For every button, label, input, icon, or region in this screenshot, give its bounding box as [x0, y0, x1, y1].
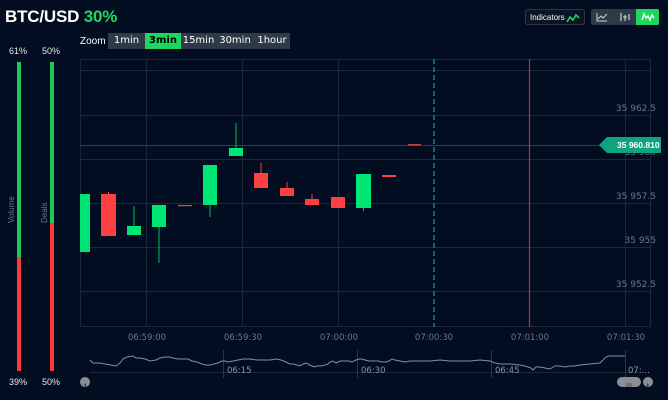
chart-type-line[interactable]	[591, 9, 614, 25]
chart-type-selector	[591, 9, 659, 25]
candle	[203, 165, 217, 205]
navigator-scroll-right-button[interactable]	[643, 377, 653, 387]
y-tick-label: 35 957.5	[615, 192, 656, 202]
line-chart-icon	[596, 13, 608, 22]
x-tick-label: 07:01:00	[510, 333, 550, 343]
zoom-30min-button[interactable]: 30min	[219, 35, 251, 46]
navigator-label: 06:15	[227, 366, 252, 376]
candle	[408, 144, 421, 146]
navigator-scroll-handle[interactable]	[617, 377, 641, 387]
navigator-gridlines	[223, 350, 626, 378]
volume-bar	[17, 62, 21, 371]
candle	[305, 199, 319, 205]
chevron-left-icon	[84, 383, 86, 387]
grip-icon	[626, 383, 632, 387]
chart-type-candles[interactable]	[636, 9, 659, 25]
indicators-label: Indicators	[530, 12, 565, 22]
candle	[356, 174, 371, 208]
chart-frame	[80, 59, 651, 327]
navigator-series	[89, 355, 625, 371]
deals-sell-segment	[50, 223, 54, 371]
y-tick-label: 35 962.5	[615, 104, 656, 114]
volume-sell-segment	[17, 257, 21, 371]
zoom-15min-button[interactable]: 15min	[182, 35, 215, 46]
asset-title: BTC/USD 30%	[5, 7, 117, 27]
x-tick-label: 07:00:00	[319, 333, 359, 343]
candles	[80, 123, 421, 263]
deals-buy-segment	[50, 62, 54, 223]
y-tick-label: 35 955	[624, 236, 657, 246]
chevron-right-icon	[647, 383, 649, 387]
asset-pair: BTC/USD	[5, 7, 80, 26]
deals-buy-percent: 50%	[42, 46, 61, 56]
navigator-scroll-left-button[interactable]	[80, 377, 90, 387]
payout-percent: 30%	[83, 7, 118, 26]
bar-ohlc-icon	[620, 13, 630, 21]
candle	[178, 205, 192, 207]
zoom-selector: 1min 3min 15min 30min 1hour	[108, 33, 290, 49]
candle	[80, 194, 90, 252]
volume-sell-percent: 39%	[9, 377, 28, 387]
candle	[127, 226, 141, 235]
volume-buy-segment	[17, 62, 21, 257]
deals-bar	[50, 62, 54, 371]
zoom-3min-button[interactable]: 3min	[145, 33, 181, 49]
indicators-button[interactable]: Indicators	[525, 9, 585, 25]
candle	[254, 173, 268, 188]
current-price-tag: 35 960.810	[599, 137, 661, 153]
vertical-gridlines	[146, 59, 626, 327]
candle	[382, 175, 396, 177]
x-tick-label: 07:00:30	[414, 333, 454, 343]
candle	[101, 194, 116, 236]
navigator-label: 07:...	[628, 366, 650, 376]
x-tick-label: 07:01:30	[606, 333, 646, 343]
candlestick-area-icon	[641, 12, 655, 22]
x-tick-label: 06:59:30	[223, 333, 263, 343]
navigator-label: 06:45	[495, 366, 520, 376]
navigator-label: 06:30	[361, 366, 386, 376]
candle	[229, 148, 243, 156]
indicators-icon	[566, 13, 580, 23]
candle	[280, 188, 294, 196]
deals-sell-percent: 50%	[42, 377, 61, 387]
zoom-label: Zoom	[80, 36, 106, 47]
volume-buy-percent: 61%	[9, 46, 28, 56]
horizontal-gridlines	[80, 70, 651, 292]
candle	[331, 197, 345, 208]
candle	[152, 205, 166, 227]
chart-type-bars[interactable]	[614, 9, 637, 25]
y-tick-label: 35 960	[624, 148, 657, 158]
zoom-1hour-button[interactable]: 1hour	[257, 35, 287, 46]
zoom-1min-button[interactable]: 1min	[113, 35, 140, 46]
x-tick-label: 06:59:00	[127, 333, 167, 343]
y-tick-label: 35 952.5	[615, 280, 656, 290]
